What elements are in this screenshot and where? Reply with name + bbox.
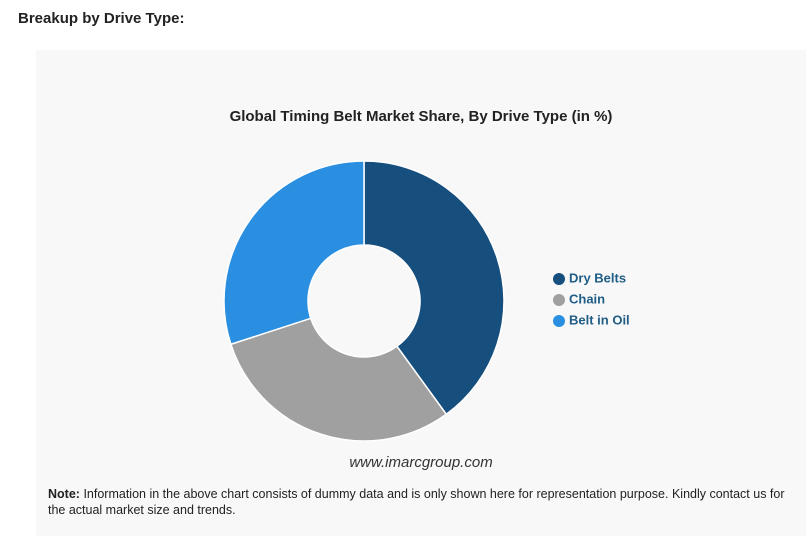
- legend-label: Belt in Oil: [569, 312, 630, 327]
- note: Note: Information in the above chart con…: [48, 486, 793, 518]
- watermark: www.imarcgroup.com: [349, 454, 492, 471]
- chart-panel: Global Timing Belt Market Share, By Driv…: [36, 50, 806, 536]
- legend-marker: [553, 273, 565, 285]
- donut-slice: [223, 160, 365, 346]
- note-label: Note:: [48, 487, 80, 501]
- chart-title: Global Timing Belt Market Share, By Driv…: [230, 108, 613, 125]
- chart: Global Timing Belt Market Share, By Driv…: [223, 108, 630, 471]
- legend-label: Chain: [569, 291, 605, 306]
- legend-marker: [553, 294, 565, 306]
- note-text: Information in the above chart consists …: [48, 487, 785, 517]
- donut-slice: [229, 317, 448, 442]
- legend-label: Dry Belts: [569, 270, 626, 285]
- donut-slice: [363, 160, 505, 416]
- legend-marker: [553, 315, 565, 327]
- section-header: Breakup by Drive Type:: [18, 10, 185, 27]
